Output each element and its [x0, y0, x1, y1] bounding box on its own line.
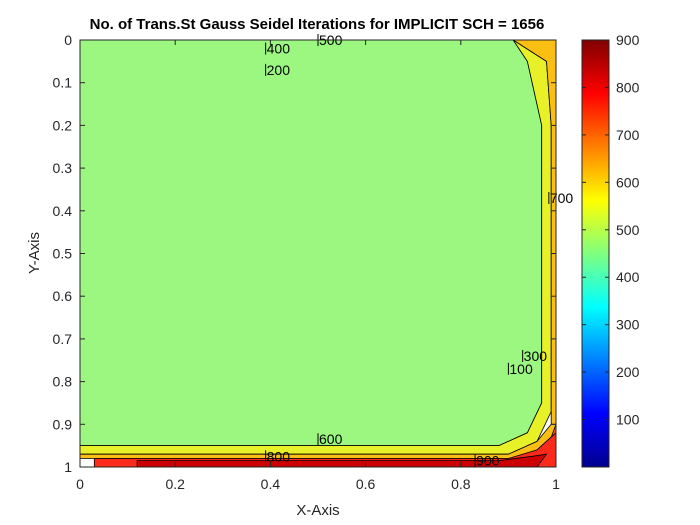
- y-tick-label: 0.3: [53, 160, 73, 176]
- y-tick-label: 0.5: [53, 246, 73, 262]
- contour-fills: [79, 39, 557, 468]
- x-tick-label: 0.8: [451, 476, 471, 492]
- x-tick-label: 0.2: [165, 476, 185, 492]
- contour-label: 200: [267, 62, 291, 78]
- x-tick-label: 0.4: [261, 476, 281, 492]
- contour-label: 800: [267, 448, 291, 464]
- y-axis: 0 0.1 0.2 0.3 0.4 0.5 0.6 0.7 0.8 0.9 1: [53, 32, 556, 475]
- x-tick-label: 1: [552, 476, 560, 492]
- contour-label: 700: [550, 190, 574, 206]
- colorbar-tick-label: 900: [616, 32, 640, 48]
- contour-label: 100: [509, 361, 533, 377]
- colorbar-tick-label: 500: [616, 222, 640, 238]
- contour-band-500: [79, 39, 543, 447]
- y-tick-label: 1: [64, 459, 72, 475]
- colorbar-tick-label: 200: [616, 364, 640, 380]
- colorbar-tick-label: 300: [616, 317, 640, 333]
- x-tick-label: 0.6: [356, 476, 376, 492]
- x-tick-label: 0: [76, 476, 84, 492]
- colorbar-tick-label: 400: [616, 269, 640, 285]
- y-tick-label: 0.8: [53, 374, 73, 390]
- contour-label: 900: [476, 453, 500, 469]
- y-tick-label: 0.1: [53, 75, 73, 91]
- contour-label: 600: [319, 431, 343, 447]
- colorbar-tick-label: 100: [616, 412, 640, 428]
- y-tick-label: 0.7: [53, 331, 73, 347]
- contour-label: 400: [267, 41, 291, 57]
- y-tick-label: 0.4: [53, 203, 73, 219]
- x-axis: 0 0.2 0.4 0.6 0.8 1: [76, 40, 560, 492]
- y-axis-label: Y-Axis: [26, 232, 43, 274]
- colorbar-tick-label: 600: [616, 174, 640, 190]
- contour-label: 300: [524, 348, 548, 364]
- chart-title: No. of Trans.St Gauss Seidel Iterations …: [90, 16, 545, 33]
- x-axis-label: X-Axis: [296, 502, 339, 519]
- y-tick-label: 0: [64, 32, 72, 48]
- y-tick-label: 0.6: [53, 288, 73, 304]
- colorbar: 100 200 300 400 500 600 700 800 900: [581, 32, 640, 468]
- colorbar-tick-label: 800: [616, 79, 640, 95]
- y-tick-label: 0.9: [53, 416, 73, 432]
- y-tick-label: 0.2: [53, 117, 73, 133]
- colorbar-tick-label: 700: [616, 127, 640, 143]
- colorbar-ticks: 100 200 300 400 500 600 700 800 900: [582, 32, 640, 428]
- colorbar-gradient: [581, 39, 610, 468]
